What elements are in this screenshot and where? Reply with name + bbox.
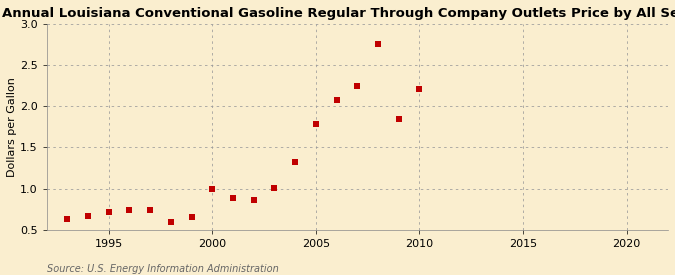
Title: Annual Louisiana Conventional Gasoline Regular Through Company Outlets Price by : Annual Louisiana Conventional Gasoline R… <box>3 7 675 20</box>
Point <box>82 214 93 218</box>
Y-axis label: Dollars per Gallon: Dollars per Gallon <box>7 77 17 177</box>
Point <box>394 117 404 122</box>
Text: Source: U.S. Energy Information Administration: Source: U.S. Energy Information Administ… <box>47 264 279 274</box>
Point <box>165 219 176 224</box>
Point <box>290 160 300 164</box>
Point <box>373 42 383 47</box>
Point <box>186 215 197 220</box>
Point <box>414 87 425 91</box>
Point <box>331 98 342 103</box>
Point <box>124 208 135 212</box>
Point <box>144 208 155 212</box>
Point <box>310 122 321 127</box>
Point <box>352 83 362 88</box>
Point <box>269 186 280 190</box>
Point <box>207 186 217 191</box>
Point <box>103 210 114 214</box>
Point <box>227 196 238 200</box>
Point <box>62 217 73 221</box>
Point <box>248 198 259 202</box>
